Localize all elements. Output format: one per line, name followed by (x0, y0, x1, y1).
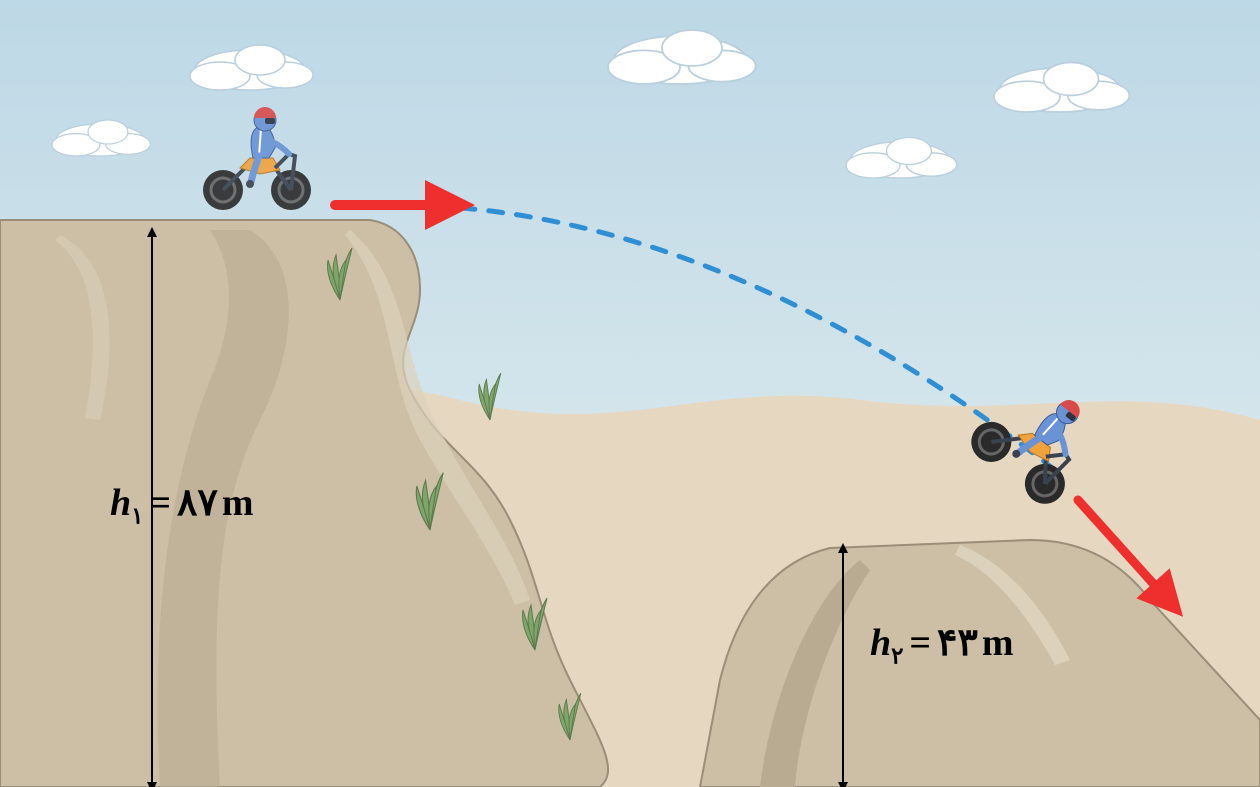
physics-diagram: h۱=۸۷m h۲=۴۳m (0, 0, 1260, 787)
label-h2: h۲=۴۳m (870, 620, 1014, 670)
scene-svg (0, 0, 1260, 787)
label-h1: h۱=۸۷m (110, 480, 254, 530)
